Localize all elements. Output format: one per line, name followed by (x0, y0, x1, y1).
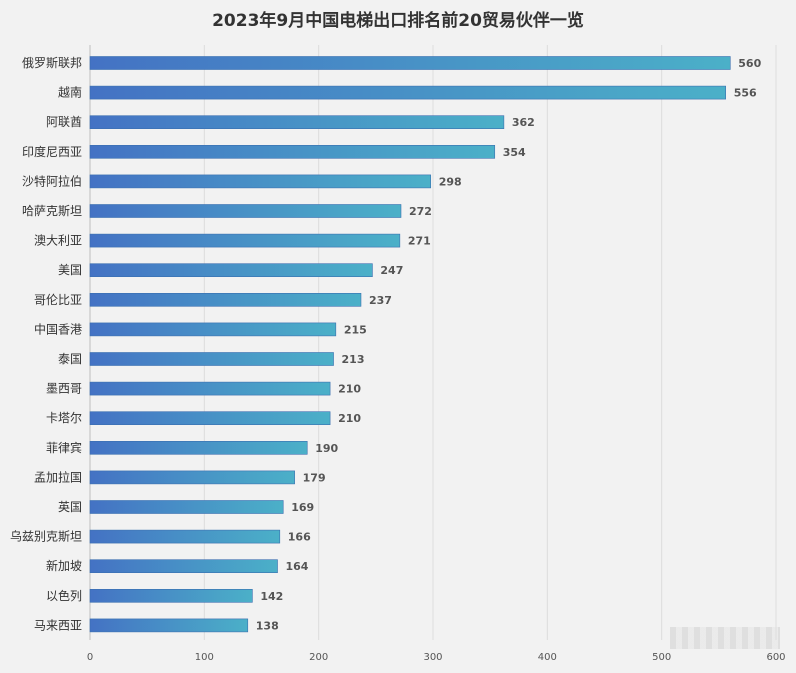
bar (89, 56, 731, 70)
category-label: 沙特阿拉伯 (22, 173, 82, 188)
value-label: 213 (342, 353, 365, 366)
labels: 0 100 200 300 400 500 600 俄罗斯联邦 560 越南 556 阿联酋 362 印度… (10, 56, 786, 663)
category-label: 乌兹别克斯坦 (10, 529, 82, 544)
grid-lines (89, 45, 777, 640)
category-label: 菲律宾 (46, 440, 82, 455)
value-label: 138 (256, 619, 279, 632)
category-label: 马来西亚 (34, 618, 82, 632)
bar (89, 174, 432, 189)
category-label: 卡塔尔 (46, 410, 82, 425)
category-label: 墨西哥 (46, 382, 82, 396)
value-label: 354 (503, 146, 526, 159)
bar (89, 85, 726, 100)
chart-title: 2023年9月中国电梯出口排名前20贸易伙伴一览 (212, 11, 584, 31)
value-label: 166 (288, 531, 311, 544)
bars (89, 56, 731, 633)
bar (89, 322, 337, 337)
bar (89, 618, 249, 633)
value-label: 179 (303, 471, 326, 484)
bar (89, 292, 362, 307)
value-label: 210 (338, 383, 361, 396)
bar (89, 500, 284, 514)
value-label: 247 (380, 264, 403, 277)
value-label: 164 (286, 560, 309, 573)
category-label: 孟加拉国 (34, 469, 82, 484)
bar (89, 233, 401, 248)
bar (89, 559, 278, 574)
bar (89, 263, 373, 278)
watermark (670, 627, 780, 649)
bar (89, 470, 295, 485)
bar (89, 115, 505, 129)
value-label: 142 (260, 590, 283, 603)
bar (89, 588, 253, 603)
bar (89, 381, 331, 396)
value-label: 190 (315, 442, 338, 455)
value-label: 237 (369, 294, 392, 307)
value-label: 210 (338, 412, 361, 425)
value-label: 271 (408, 235, 431, 248)
category-label: 美国 (58, 263, 82, 277)
category-label: 哥伦比亚 (34, 292, 82, 307)
category-label: 以色列 (46, 589, 82, 603)
x-tick-label: 600 (766, 652, 785, 663)
bar (89, 411, 331, 426)
category-label: 越南 (58, 85, 82, 100)
x-tick-label: 400 (538, 652, 557, 663)
x-tick-label: 100 (195, 652, 214, 663)
x-tick-label: 300 (423, 652, 442, 663)
category-label: 阿联酋 (46, 114, 82, 129)
x-tick-label: 0 (87, 652, 93, 663)
category-label: 新加坡 (46, 558, 82, 573)
category-label: 英国 (58, 500, 82, 514)
bar (89, 440, 308, 455)
bar (89, 204, 402, 218)
value-label: 298 (439, 175, 462, 188)
value-label: 556 (734, 87, 757, 100)
value-label: 560 (738, 57, 761, 70)
value-label: 215 (344, 323, 367, 336)
x-tick-label: 500 (652, 652, 671, 663)
category-label: 印度尼西亚 (22, 144, 82, 159)
x-tick-label: 200 (309, 652, 328, 663)
bar (89, 352, 334, 366)
value-label: 272 (409, 205, 432, 218)
value-label: 169 (291, 501, 314, 514)
category-label: 俄罗斯联邦 (22, 56, 82, 70)
value-label: 362 (512, 116, 535, 129)
category-label: 哈萨克斯坦 (22, 204, 82, 218)
category-label: 澳大利亚 (34, 234, 82, 248)
bar (89, 529, 281, 544)
category-label: 中国香港 (34, 321, 82, 336)
category-label: 泰国 (58, 352, 82, 366)
bar (89, 145, 496, 159)
